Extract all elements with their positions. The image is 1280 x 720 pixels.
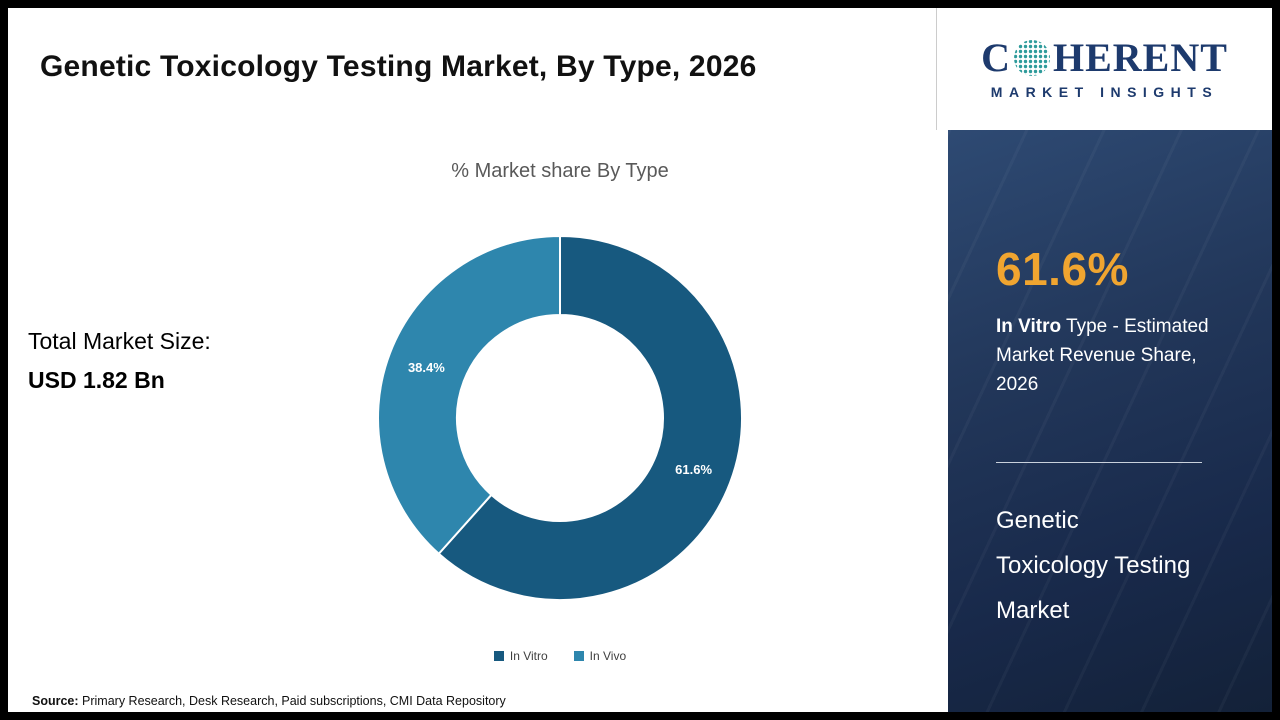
legend-swatch bbox=[493, 651, 504, 661]
donut-chart: 61.6% 38.4% bbox=[375, 233, 745, 603]
pie-slice-in-vitro bbox=[437, 235, 743, 601]
brand-logo-area: C HERENT MARKET INSIGHTS bbox=[936, 8, 1272, 130]
source-text: Primary Research, Desk Research, Paid su… bbox=[78, 694, 506, 708]
page-title: Genetic Toxicology Testing Market, By Ty… bbox=[40, 50, 757, 84]
brand-letter-c: C bbox=[981, 35, 1011, 80]
brand-logo: C HERENT bbox=[981, 38, 1228, 78]
highlight-value: 61.6% bbox=[996, 243, 1129, 295]
source-line: Source: Primary Research, Desk Research,… bbox=[32, 694, 506, 708]
total-market-size-label: Total Market Size: bbox=[28, 328, 211, 354]
market-name: Genetic Toxicology Testing Market bbox=[996, 507, 1191, 624]
total-market-size-value: USD 1.82 Bn bbox=[28, 367, 165, 393]
chart-subtitle: % Market share By Type bbox=[451, 160, 669, 182]
legend-item-in-vitro: In Vitro bbox=[493, 649, 548, 663]
highlight-description-rest: Type - Estimated Market Revenue Share, 2… bbox=[996, 316, 1209, 395]
legend-label: In Vitro bbox=[509, 649, 548, 663]
highlight-description: In Vitro Type - Estimated Market Revenue… bbox=[996, 312, 1244, 399]
source-label: Source: bbox=[32, 694, 79, 708]
pie-data-label: 61.6% bbox=[675, 462, 712, 477]
legend-label: In Vivo bbox=[589, 649, 627, 663]
total-market-size-block: Total Market Size: USD 1.82 Bn bbox=[28, 328, 328, 394]
pie-slice-in-vivo bbox=[377, 235, 561, 555]
chart-legend: In Vitro In Vivo bbox=[360, 649, 760, 663]
brand-rest: HERENT bbox=[1052, 35, 1228, 80]
legend-swatch bbox=[573, 651, 584, 661]
legend-item-in-vivo: In Vivo bbox=[573, 649, 627, 663]
highlight-description-bold: In Vitro bbox=[996, 316, 1062, 337]
panel-divider bbox=[996, 462, 1202, 463]
sidebar-panel: 61.6% In Vitro Type - Estimated Market R… bbox=[948, 130, 1272, 712]
brand-subtitle: MARKET INSIGHTS bbox=[990, 84, 1219, 100]
dotted-globe-icon bbox=[1013, 40, 1050, 76]
pie-data-label: 38.4% bbox=[408, 360, 445, 375]
donut-chart-svg: 61.6% 38.4% bbox=[377, 235, 743, 601]
